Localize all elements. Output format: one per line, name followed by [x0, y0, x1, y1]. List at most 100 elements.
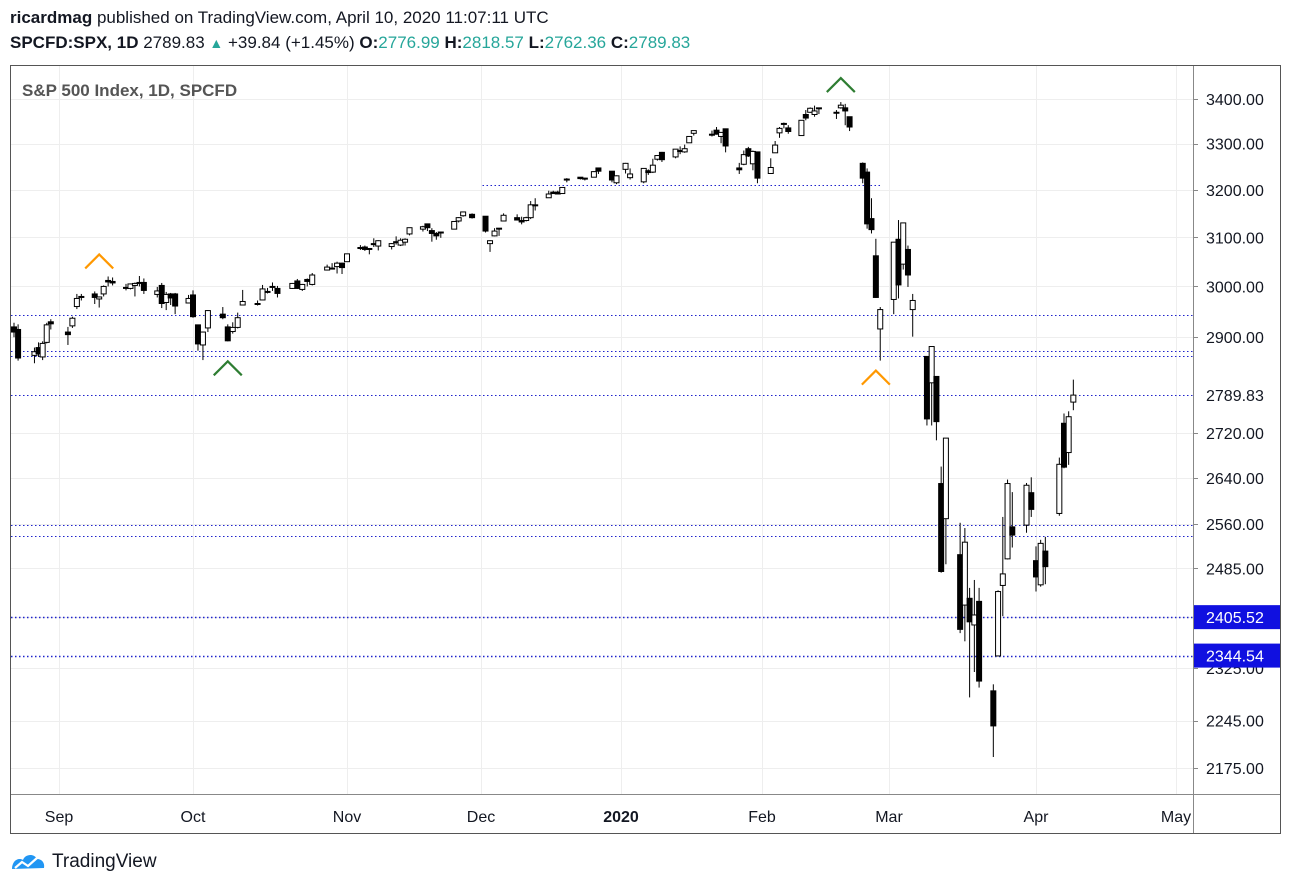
candle[interactable]: [658, 151, 665, 162]
candle[interactable]: [595, 167, 602, 174]
candle[interactable]: [622, 162, 629, 174]
candle[interactable]: [681, 144, 688, 153]
candle[interactable]: [388, 243, 395, 250]
candle[interactable]: [375, 240, 382, 251]
candle[interactable]: [39, 341, 46, 361]
candle[interactable]: [872, 238, 879, 298]
candle[interactable]: [815, 107, 822, 115]
candle[interactable]: [995, 590, 1002, 657]
candle[interactable]: [527, 201, 534, 220]
candle[interactable]: [491, 228, 498, 237]
candle[interactable]: [190, 290, 196, 318]
candle[interactable]: [846, 116, 853, 132]
candle[interactable]: [740, 150, 747, 166]
candle[interactable]: [109, 277, 116, 286]
candle[interactable]: [933, 375, 940, 441]
candle[interactable]: [807, 107, 814, 113]
candle[interactable]: [999, 516, 1006, 617]
candle[interactable]: [776, 127, 783, 138]
candle[interactable]: [163, 291, 170, 311]
candle[interactable]: [469, 213, 476, 219]
candle[interactable]: [496, 227, 503, 236]
candle[interactable]: [798, 119, 805, 137]
candle[interactable]: [274, 285, 281, 298]
candle[interactable]: [1042, 536, 1049, 585]
candle[interactable]: [127, 283, 134, 290]
candle[interactable]: [833, 110, 840, 119]
candle[interactable]: [73, 293, 80, 310]
candle[interactable]: [802, 110, 809, 121]
candle[interactable]: [842, 103, 849, 126]
candle[interactable]: [47, 319, 54, 330]
candle[interactable]: [690, 130, 697, 136]
candle[interactable]: [140, 278, 147, 294]
candle[interactable]: [289, 282, 296, 289]
candle[interactable]: [269, 282, 276, 291]
candle[interactable]: [324, 264, 331, 271]
candle[interactable]: [339, 262, 346, 275]
candle[interactable]: [1028, 477, 1035, 517]
candle[interactable]: [532, 198, 539, 211]
candle[interactable]: [754, 151, 761, 184]
candle[interactable]: [990, 684, 997, 758]
candle[interactable]: [563, 178, 570, 183]
candle[interactable]: [487, 240, 494, 252]
candle[interactable]: [329, 263, 336, 270]
candle[interactable]: [864, 168, 871, 229]
level-price-label[interactable]: 2405.52: [1194, 605, 1280, 630]
candle[interactable]: [204, 310, 211, 333]
candle[interactable]: [43, 322, 50, 344]
candle[interactable]: [909, 293, 916, 337]
candle[interactable]: [437, 231, 444, 238]
candle[interactable]: [433, 232, 440, 240]
candle[interactable]: [406, 227, 413, 236]
candle[interactable]: [239, 289, 246, 306]
candle[interactable]: [219, 307, 226, 320]
candle[interactable]: [686, 135, 693, 144]
candle[interactable]: [229, 322, 236, 334]
candle[interactable]: [785, 125, 792, 134]
candle[interactable]: [172, 292, 179, 315]
candle[interactable]: [523, 216, 530, 222]
candle[interactable]: [91, 291, 98, 305]
candle[interactable]: [299, 283, 306, 291]
candle[interactable]: [234, 312, 241, 329]
candle[interactable]: [772, 140, 779, 154]
candle[interactable]: [581, 177, 588, 181]
candle[interactable]: [722, 128, 729, 153]
candle[interactable]: [672, 148, 679, 159]
candle[interactable]: [966, 587, 973, 698]
candle[interactable]: [767, 158, 774, 174]
candle[interactable]: [837, 102, 844, 109]
candle[interactable]: [199, 331, 206, 361]
candle[interactable]: [938, 466, 945, 573]
candle[interactable]: [1004, 479, 1011, 560]
candle[interactable]: [424, 223, 431, 232]
candle[interactable]: [334, 261, 341, 274]
candle[interactable]: [613, 175, 620, 185]
candle[interactable]: [254, 300, 261, 306]
candle[interactable]: [1009, 492, 1016, 548]
candle[interactable]: [928, 346, 935, 426]
candle[interactable]: [708, 130, 715, 137]
candle[interactable]: [923, 355, 930, 426]
candle[interactable]: [428, 228, 435, 242]
candle[interactable]: [640, 167, 647, 184]
time-axis[interactable]: Sep Oct Nov Dec 2020 Feb Mar Apr May: [45, 809, 1191, 826]
last-price-label[interactable]: 2789.83: [1194, 383, 1280, 408]
candle[interactable]: [649, 158, 656, 174]
candle[interactable]: [1056, 457, 1063, 516]
candle[interactable]: [194, 324, 201, 351]
candle[interactable]: [904, 245, 911, 287]
candle[interactable]: [455, 217, 462, 223]
candle[interactable]: [482, 215, 489, 233]
candle[interactable]: [859, 162, 866, 184]
candle[interactable]: [627, 168, 634, 180]
candle[interactable]: [309, 273, 316, 286]
candle[interactable]: [264, 287, 271, 294]
candle[interactable]: [366, 247, 373, 255]
candle[interactable]: [811, 105, 818, 117]
candle[interactable]: [900, 222, 907, 270]
candle[interactable]: [1065, 411, 1072, 465]
candle[interactable]: [131, 282, 138, 297]
